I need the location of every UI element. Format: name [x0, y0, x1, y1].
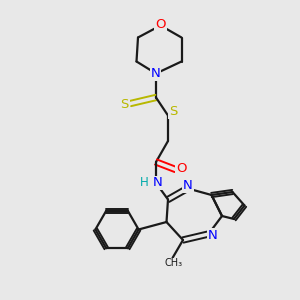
Text: S: S	[120, 98, 129, 111]
Text: O: O	[176, 161, 187, 175]
Text: N: N	[153, 176, 162, 190]
Text: N: N	[151, 67, 160, 80]
Text: H: H	[140, 176, 149, 190]
Text: N: N	[208, 229, 218, 242]
Text: CH₃: CH₃	[165, 258, 183, 268]
Text: N: N	[183, 179, 193, 192]
Text: S: S	[169, 105, 178, 119]
Text: O: O	[155, 18, 166, 32]
